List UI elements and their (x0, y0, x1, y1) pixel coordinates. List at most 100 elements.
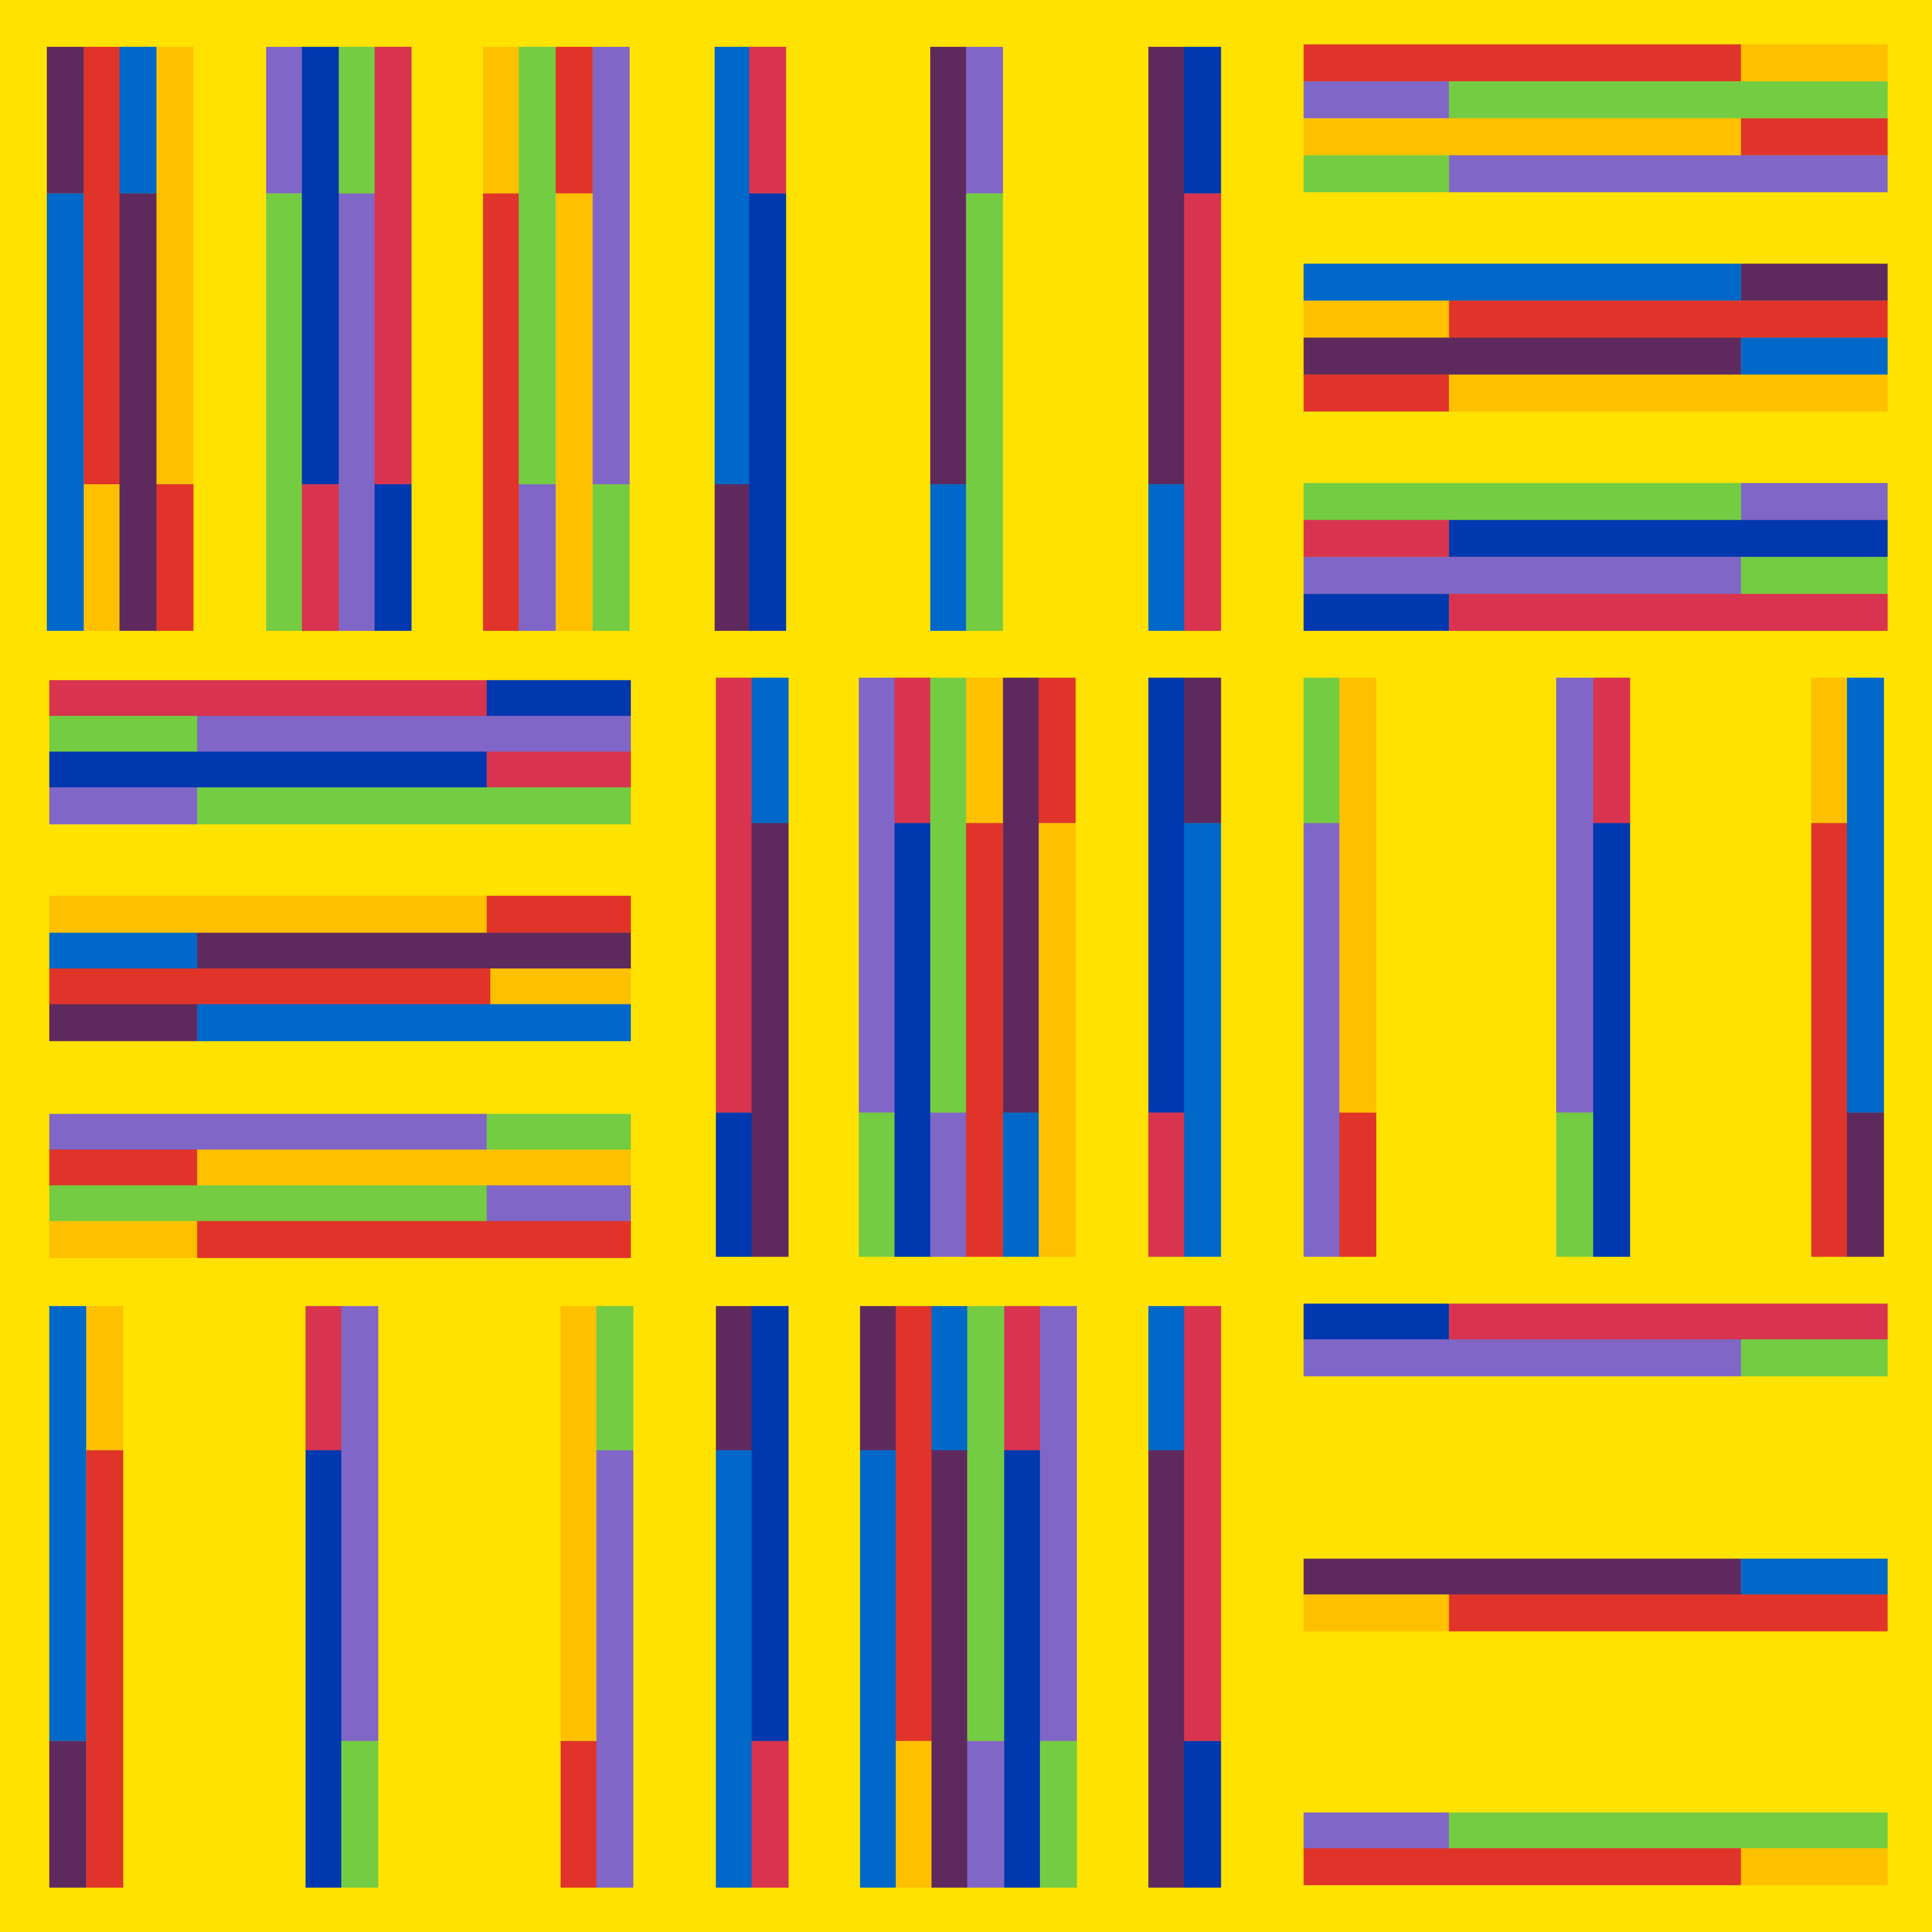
stripe-segment (1811, 677, 1849, 823)
stripe-segment (930, 1112, 967, 1257)
stripe-segment (1449, 81, 1888, 118)
stripe-segment (197, 1221, 631, 1259)
stripe-segment (339, 193, 376, 631)
stripe-segment (49, 1185, 487, 1223)
stripe-segment (1556, 677, 1593, 1113)
stripe-segment (1040, 1741, 1077, 1888)
stripe-segment (119, 46, 157, 194)
stripe-segment (1303, 483, 1741, 520)
stripe-segment (1303, 677, 1341, 823)
stripe-segment (1339, 677, 1376, 1113)
stripe-segment (556, 46, 593, 194)
stripe-segment (966, 46, 1003, 194)
stripe-segment (967, 1741, 1004, 1888)
stripe-segment (1303, 1594, 1449, 1632)
stripe-segment (751, 677, 789, 823)
stripe-segment (714, 46, 752, 485)
stripe-segment (49, 968, 491, 1006)
stripe-segment (556, 193, 593, 631)
stripe-segment (1038, 823, 1076, 1257)
stripe-segment (1303, 1812, 1449, 1850)
stripe-segment (751, 823, 789, 1257)
stripe-segment (1303, 823, 1341, 1257)
stripe-segment (1556, 1112, 1593, 1257)
stripe-segment (751, 1306, 789, 1741)
stripe-segment (197, 1149, 631, 1187)
stripe-segment (302, 46, 339, 485)
stripe-segment (1449, 594, 1888, 631)
stripe-segment (1303, 263, 1741, 301)
stripe-segment (1741, 1848, 1888, 1886)
stripe-segment (1003, 1112, 1040, 1257)
stripe-segment (86, 1450, 123, 1888)
stripe-segment (1847, 677, 1884, 1113)
stripe-segment (930, 46, 967, 485)
stripe-segment (966, 823, 1003, 1257)
stripe-segment (305, 1450, 343, 1888)
stripe-segment (1741, 557, 1888, 594)
stripe-segment (931, 1450, 969, 1888)
stripe-segment (1303, 300, 1449, 338)
stripe-segment (266, 193, 303, 631)
stripe-segment (895, 1741, 933, 1888)
stripe-segment (1449, 1812, 1888, 1850)
stripe-segment (596, 1306, 634, 1450)
stripe-segment (561, 1306, 598, 1741)
stripe-segment (860, 1450, 897, 1888)
stripe-segment (1148, 1112, 1185, 1257)
stripe-segment (486, 1185, 631, 1223)
stripe-segment (266, 46, 303, 194)
stripe-segment (1184, 46, 1221, 194)
stripe-segment (1184, 193, 1221, 631)
stripe-segment (930, 677, 967, 1113)
stripe-segment (374, 46, 412, 485)
stripe-segment (1303, 1558, 1741, 1596)
stripe-segment (49, 1114, 487, 1151)
stripe-segment (49, 895, 487, 933)
stripe-segment (561, 1741, 598, 1888)
stripe-segment (156, 46, 194, 485)
stripe-segment (486, 895, 631, 933)
stripe-segment (715, 1306, 753, 1450)
stripe-segment (1741, 1558, 1888, 1596)
stripe-segment (1184, 677, 1221, 823)
stripe-segment (486, 1114, 631, 1151)
stripe-segment (749, 46, 786, 194)
stripe-segment (714, 484, 752, 631)
stripe-segment (49, 1306, 87, 1741)
stripe-segment (1004, 1306, 1042, 1450)
stripe-segment (302, 484, 339, 631)
stripe-segment (339, 46, 376, 194)
stripe-segment (1449, 1594, 1888, 1632)
stripe-segment (931, 1306, 969, 1450)
stripe-segment (930, 484, 967, 631)
stripe-segment (1303, 118, 1741, 155)
stripe-segment (519, 484, 556, 631)
stripe-segment (966, 677, 1003, 823)
stripe-segment (156, 484, 194, 631)
stripe-segment (1303, 374, 1449, 412)
stripe-segment (1303, 44, 1741, 82)
stripe-segment (1148, 484, 1185, 631)
stripe-segment (1184, 823, 1221, 1257)
stripe-segment (1303, 594, 1449, 631)
stripe-segment (1449, 374, 1888, 412)
stripe-segment (86, 1306, 123, 1450)
stripe-segment (1741, 118, 1888, 155)
stripe-segment (1593, 677, 1630, 823)
stripe-segment (1593, 823, 1630, 1257)
stripe-segment (1303, 557, 1741, 594)
stripe-segment (1303, 338, 1741, 375)
stripe-segment (83, 46, 121, 485)
stripe-segment (749, 193, 786, 631)
stripe-segment (894, 677, 932, 823)
stripe-segment (1148, 1306, 1185, 1450)
stripe-segment (46, 46, 84, 194)
stripe-segment (1449, 155, 1888, 192)
stripe-segment (858, 677, 896, 1113)
stripe-segment (1148, 1450, 1185, 1888)
stripe-segment (1449, 300, 1888, 338)
stripe-segment (1004, 1450, 1042, 1888)
stripe-segment (1038, 677, 1076, 823)
